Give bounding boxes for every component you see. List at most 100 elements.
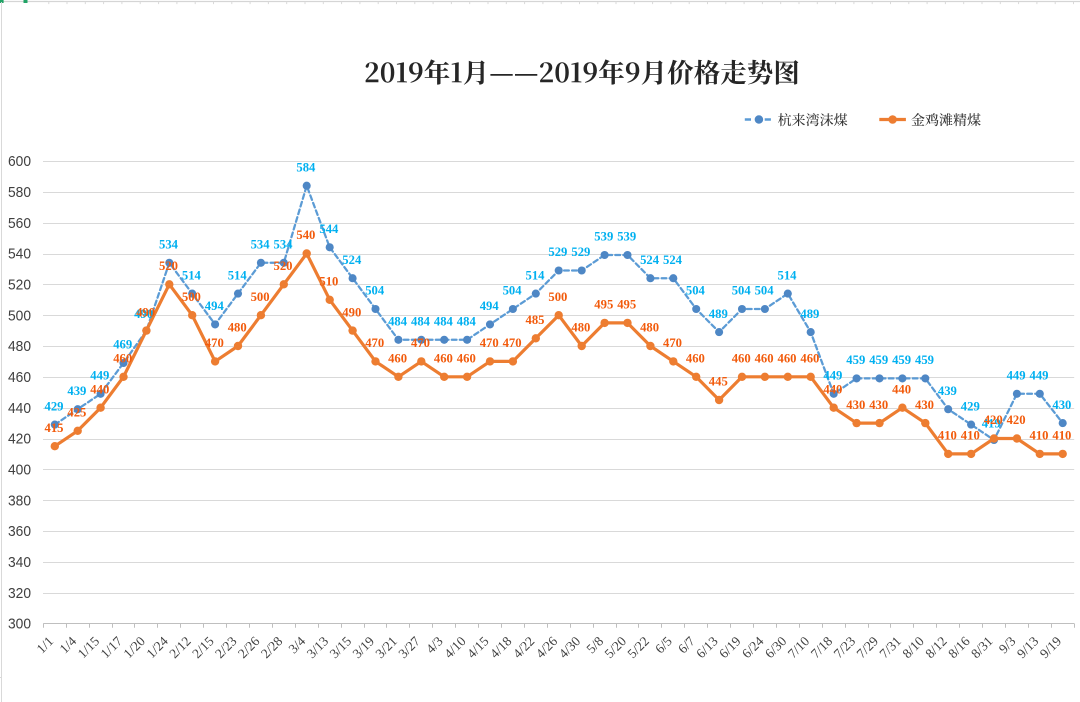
svg-text:600: 600 <box>8 153 31 170</box>
svg-text:420: 420 <box>8 431 31 448</box>
svg-text:580: 580 <box>8 184 31 201</box>
svg-text:480: 480 <box>571 320 590 335</box>
svg-text:440: 440 <box>90 381 109 396</box>
svg-text:514: 514 <box>526 267 545 282</box>
svg-text:380: 380 <box>8 492 31 509</box>
svg-text:470: 470 <box>411 335 430 350</box>
svg-text:524: 524 <box>640 252 659 267</box>
svg-text:439: 439 <box>938 383 957 398</box>
svg-text:439: 439 <box>67 383 86 398</box>
svg-text:500: 500 <box>251 289 270 304</box>
svg-text:429: 429 <box>961 398 980 413</box>
svg-text:460: 460 <box>457 351 476 366</box>
svg-text:440: 440 <box>8 400 31 417</box>
svg-text:534: 534 <box>274 237 293 252</box>
svg-text:400: 400 <box>8 462 31 479</box>
svg-text:460: 460 <box>800 351 819 366</box>
svg-text:410: 410 <box>938 428 957 443</box>
svg-text:539: 539 <box>594 229 613 244</box>
svg-text:485: 485 <box>526 312 545 327</box>
svg-text:514: 514 <box>182 267 201 282</box>
svg-text:540: 540 <box>8 246 31 263</box>
svg-text:484: 484 <box>457 314 476 329</box>
svg-text:300: 300 <box>8 616 31 633</box>
svg-text:484: 484 <box>388 314 407 329</box>
svg-text:470: 470 <box>480 335 499 350</box>
svg-text:420: 420 <box>984 412 1003 427</box>
svg-text:470: 470 <box>503 335 522 350</box>
svg-text:460: 460 <box>778 351 797 366</box>
svg-text:489: 489 <box>800 306 819 321</box>
svg-text:419: 419 <box>982 416 1001 431</box>
svg-text:500: 500 <box>182 289 201 304</box>
svg-text:459: 459 <box>915 352 934 367</box>
svg-text:529: 529 <box>548 244 567 259</box>
svg-text:440: 440 <box>823 381 842 396</box>
svg-text:540: 540 <box>296 227 315 242</box>
svg-text:449: 449 <box>823 368 842 383</box>
svg-text:360: 360 <box>8 523 31 540</box>
svg-text:410: 410 <box>1030 428 1049 443</box>
svg-text:480: 480 <box>228 320 247 335</box>
svg-text:470: 470 <box>205 335 224 350</box>
svg-text:495: 495 <box>617 297 636 312</box>
svg-text:534: 534 <box>251 237 270 252</box>
svg-text:494: 494 <box>205 298 224 313</box>
svg-text:510: 510 <box>319 274 338 289</box>
svg-text:460: 460 <box>113 351 132 366</box>
svg-text:445: 445 <box>709 374 728 389</box>
svg-text:489: 489 <box>709 306 728 321</box>
svg-text:504: 504 <box>732 283 751 298</box>
svg-text:560: 560 <box>8 215 31 232</box>
svg-text:320: 320 <box>8 585 31 602</box>
svg-text:504: 504 <box>686 283 705 298</box>
svg-text:449: 449 <box>1007 368 1026 383</box>
svg-text:494: 494 <box>480 298 499 313</box>
svg-text:470: 470 <box>365 335 384 350</box>
svg-text:490: 490 <box>136 304 155 319</box>
svg-text:504: 504 <box>755 283 774 298</box>
svg-text:429: 429 <box>45 398 64 413</box>
svg-text:495: 495 <box>594 297 613 312</box>
svg-text:490: 490 <box>134 306 153 321</box>
svg-text:584: 584 <box>296 159 315 174</box>
svg-text:460: 460 <box>686 351 705 366</box>
svg-text:534: 534 <box>159 237 178 252</box>
svg-text:524: 524 <box>663 252 682 267</box>
svg-text:449: 449 <box>1030 368 1049 383</box>
svg-text:459: 459 <box>869 352 888 367</box>
svg-text:520: 520 <box>8 277 31 294</box>
svg-text:520: 520 <box>274 258 293 273</box>
svg-text:514: 514 <box>228 267 247 282</box>
svg-text:539: 539 <box>617 229 636 244</box>
svg-text:544: 544 <box>319 221 338 236</box>
svg-text:524: 524 <box>342 252 361 267</box>
svg-text:504: 504 <box>503 283 522 298</box>
svg-text:430: 430 <box>869 397 888 412</box>
svg-text:484: 484 <box>434 314 453 329</box>
svg-text:460: 460 <box>732 351 751 366</box>
svg-text:459: 459 <box>846 352 865 367</box>
svg-text:449: 449 <box>90 368 109 383</box>
svg-text:460: 460 <box>388 351 407 366</box>
svg-text:430: 430 <box>846 397 865 412</box>
svg-text:460: 460 <box>434 351 453 366</box>
svg-text:459: 459 <box>892 352 911 367</box>
svg-text:410: 410 <box>1052 428 1071 443</box>
svg-text:484: 484 <box>411 314 430 329</box>
svg-text:469: 469 <box>113 337 132 352</box>
svg-text:480: 480 <box>640 320 659 335</box>
svg-text:460: 460 <box>8 369 31 386</box>
svg-text:425: 425 <box>67 405 86 420</box>
svg-text:415: 415 <box>45 420 64 435</box>
svg-text:490: 490 <box>342 304 361 319</box>
svg-text:500: 500 <box>548 289 567 304</box>
svg-text:514: 514 <box>778 267 797 282</box>
svg-text:500: 500 <box>8 307 31 324</box>
svg-text:529: 529 <box>571 244 590 259</box>
svg-text:420: 420 <box>1007 412 1026 427</box>
svg-text:440: 440 <box>892 381 911 396</box>
svg-text:460: 460 <box>755 351 774 366</box>
svg-text:520: 520 <box>159 258 178 273</box>
svg-text:480: 480 <box>8 338 31 355</box>
